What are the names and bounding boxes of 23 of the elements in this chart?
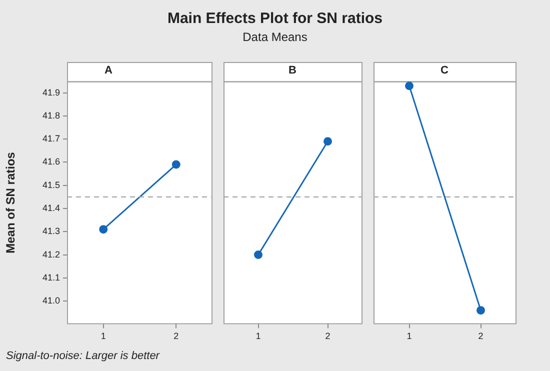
chart-title: A <box>104 64 113 77</box>
y-tick-label: 41.6 <box>42 156 60 167</box>
y-tick-label: 41.1 <box>42 272 60 282</box>
y-tick-label: 41.9 <box>42 87 60 98</box>
x-tick-label: 2 <box>478 331 484 342</box>
y-tick-label: 41.2 <box>42 249 60 260</box>
x-tick-label: 2 <box>174 331 179 342</box>
y-tick-label: 41.5 <box>42 180 60 190</box>
text: Signal-to-noise: Larger is better <box>6 350 160 362</box>
x-tick-label: 1 <box>406 331 412 342</box>
y-tick-label: 41.7 <box>42 134 60 144</box>
y-tick-label: 41.3 <box>42 226 60 236</box>
y-tick-label: 41.0 <box>42 296 60 306</box>
y-tick-label: 41.8 <box>42 110 60 120</box>
text: Main Effects Plot for SN ratios <box>166 10 384 27</box>
x-tick-label: 1 <box>100 331 106 342</box>
y-axis-title: Mean of SN ratios <box>4 152 18 254</box>
x-tick-label: 2 <box>325 331 330 342</box>
text: Data Means <box>242 30 308 44</box>
chart-title: B <box>288 64 297 77</box>
y-tick-label: 41.4 <box>42 202 60 213</box>
chart-title: C <box>440 64 449 77</box>
x-tick-label: 1 <box>256 331 261 342</box>
